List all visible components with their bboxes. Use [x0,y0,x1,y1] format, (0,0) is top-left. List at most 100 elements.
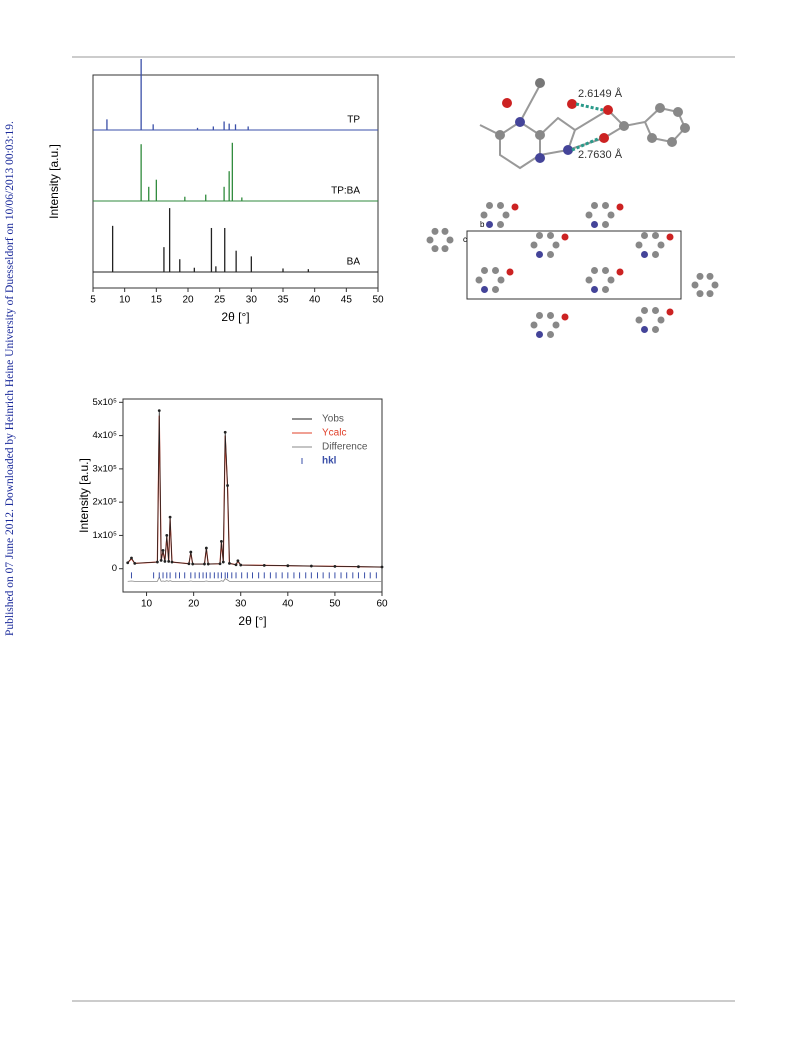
obs-point [228,561,231,565]
atom [602,221,609,229]
atom [431,245,439,253]
obs-point [223,430,227,434]
legend-label: hkl [322,456,337,467]
atom [511,203,519,211]
atom [530,321,538,329]
x-tick-label: 40 [309,295,321,306]
plot-frame [92,74,379,289]
atom [547,251,554,259]
atom [492,286,499,294]
atom [602,201,609,209]
obs-point [163,559,167,563]
obs-point [187,562,191,566]
x-tick-label: 15 [151,295,163,306]
atom [497,276,505,284]
atom [607,276,615,284]
atom [591,221,598,229]
atom [591,201,598,209]
obs-point [357,565,360,569]
atom [481,286,488,294]
atom [536,231,543,239]
series-label: TP:BA [331,186,360,197]
atom [536,311,543,319]
x-axis-label: 2θ [°] [221,310,249,324]
atom [616,203,624,211]
legend-label: Ycalc [322,428,346,439]
x-tick-label: 10 [119,295,131,306]
obs-point [309,564,313,568]
atom [547,331,554,339]
atom [502,211,510,219]
atom [706,272,714,280]
y-axis-label: Intensity [a.u.] [77,458,91,533]
obs-point [191,562,195,566]
obs-point [380,565,384,569]
obs-point [218,562,222,566]
atom [536,251,543,259]
atom [547,311,554,319]
atom [691,281,699,289]
atom [547,231,554,239]
atom [552,241,560,249]
atom [481,266,488,274]
obs-point [161,549,165,552]
atom [536,331,543,339]
atom [652,231,659,239]
x-axis-label: 2θ [°] [238,614,266,628]
x-tick-label: 5 [90,295,96,306]
atom [475,276,483,284]
x-tick-label: 45 [341,295,353,306]
x-tick-label: 30 [246,295,258,306]
obs-point [126,561,130,565]
obs-point [165,534,169,537]
obs-point [203,562,206,566]
distance-label: 2.7630 Å [578,148,623,161]
atom [696,290,704,298]
obs-point [130,556,133,560]
obs-point [234,563,238,567]
plot-frame [122,398,383,593]
atom [616,268,624,276]
y-axis-label: Intensity [a.u.] [47,144,61,219]
y-tick-label: 3x10⁵ [92,463,117,474]
atom [641,306,648,314]
atom [711,281,719,289]
atom [641,251,648,259]
distance-label: 2.6149 Å [578,87,623,100]
legend-label: Yobs [322,414,344,425]
obs-point [170,560,174,564]
atom [561,233,569,241]
obs-point [206,562,210,566]
y-tick-label: 0 [112,563,117,574]
series-label: BA [347,257,361,268]
x-tick-label: 35 [277,295,289,306]
atom [426,236,434,244]
atom [602,266,609,274]
x-tick-label: 60 [376,599,388,610]
obs-point [167,559,171,563]
atom [602,286,609,294]
atom [530,241,538,249]
atom [585,276,593,284]
series-line [127,576,382,582]
y-tick-label: 1x10⁵ [92,530,117,541]
atom [480,211,488,219]
atom [552,321,560,329]
atom [666,233,674,241]
atom [591,286,598,294]
x-tick-label: 10 [141,599,153,610]
atom [561,313,569,321]
atom [441,227,449,235]
y-tick-label: 2x10⁵ [92,497,117,508]
x-tick-label: 30 [235,599,247,610]
x-tick-label: 50 [329,599,341,610]
obs-point [333,564,337,568]
atom [431,227,439,235]
x-tick-label: 50 [372,295,384,306]
atom [657,316,665,324]
atom [497,221,504,229]
obs-point [236,559,240,563]
atom [497,201,504,209]
atom [641,231,648,239]
obs-point [159,558,163,562]
